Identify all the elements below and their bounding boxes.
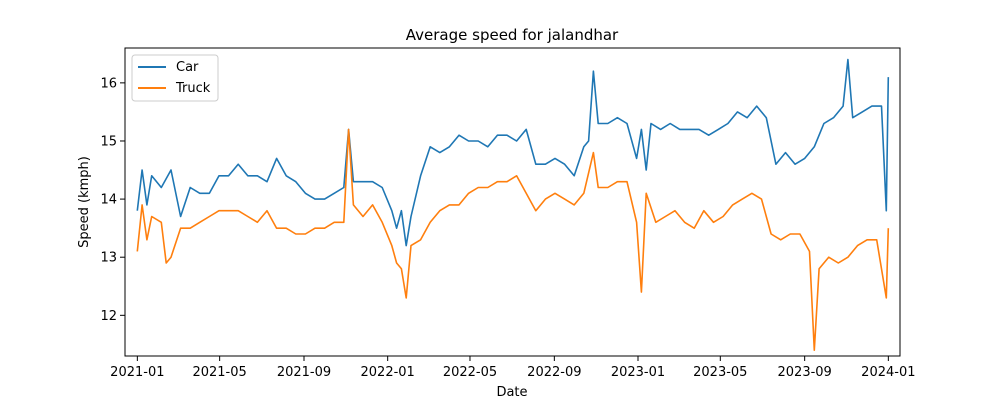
y-tick-label: 16 — [100, 76, 117, 91]
x-axis-title: Date — [496, 385, 527, 400]
x-tick-label: 2023-05 — [693, 365, 747, 380]
series-line-truck — [136, 128, 890, 351]
x-tick-label: 2023-01 — [611, 365, 665, 380]
x-tick-label: 2021-01 — [110, 365, 164, 380]
x-tick-label: 2022-05 — [443, 365, 497, 380]
x-tick-label: 2021-05 — [192, 365, 246, 380]
x-tick-label: 2023-09 — [778, 365, 832, 380]
x-tick-label: 2021-09 — [277, 365, 331, 380]
x-tick-label: 2024-01 — [861, 365, 915, 380]
y-tick-label: 13 — [100, 251, 117, 266]
chart-title: Average speed for jalandhar — [406, 26, 619, 44]
y-axis-ticks: 12 13 14 15 16 — [100, 76, 125, 324]
series-line-car — [136, 58, 890, 247]
x-tick-label: 2022-01 — [361, 365, 415, 380]
plot-frame — [124, 47, 901, 357]
x-axis-ticks: 2021-01 2021-05 2021-09 2022-01 2022-05 2022-… — [110, 356, 916, 380]
legend-label-truck: Truck — [175, 81, 211, 96]
x-tick-label: 2022-09 — [527, 365, 581, 380]
y-tick-label: 15 — [100, 134, 117, 149]
legend: Car Truck — [131, 54, 219, 102]
y-axis-title: Speed (kmph) — [77, 156, 92, 248]
y-tick-label: 14 — [100, 193, 117, 208]
legend-label-car: Car — [176, 60, 199, 75]
plot-area — [136, 58, 890, 351]
y-tick-label: 12 — [100, 309, 117, 324]
